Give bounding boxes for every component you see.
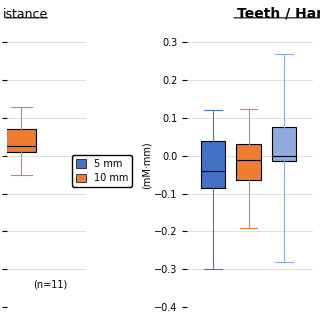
Text: istance: istance	[3, 8, 48, 21]
Legend: 5 mm, 10 mm: 5 mm, 10 mm	[72, 155, 132, 187]
Text: Teeth / Har: Teeth / Har	[237, 7, 320, 21]
FancyBboxPatch shape	[6, 129, 36, 152]
FancyBboxPatch shape	[236, 145, 261, 180]
Y-axis label: (mM·mm): (mM·mm)	[141, 141, 151, 189]
FancyBboxPatch shape	[272, 127, 296, 162]
FancyBboxPatch shape	[201, 141, 225, 188]
Text: (n=11): (n=11)	[33, 279, 67, 289]
